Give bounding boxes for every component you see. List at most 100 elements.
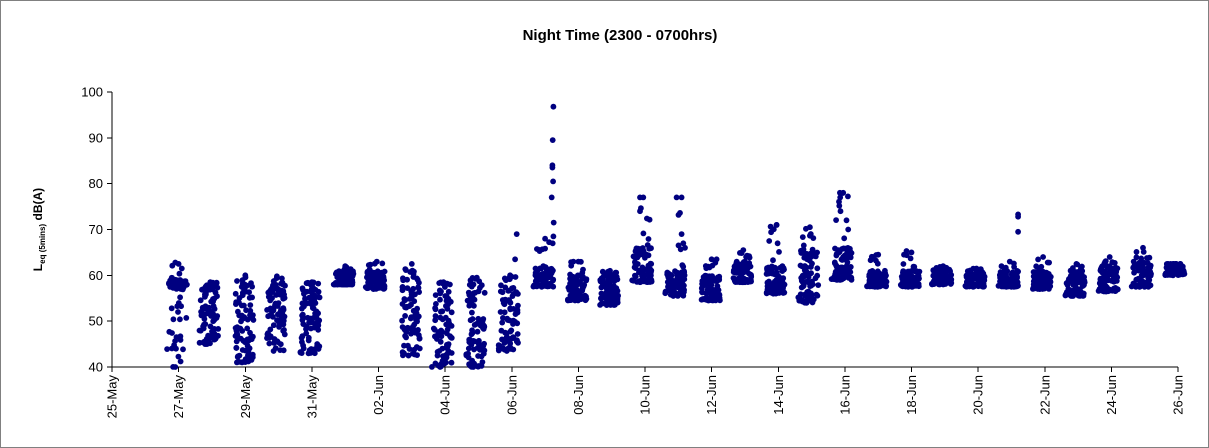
data-point [542, 235, 548, 242]
data-point [202, 291, 208, 298]
data-point [779, 263, 786, 270]
data-point [1015, 213, 1021, 220]
y-tick-label: 60 [89, 268, 103, 283]
data-point [646, 279, 653, 285]
data-point [300, 342, 306, 349]
data-point [668, 276, 674, 282]
data-point [401, 342, 407, 349]
data-point [572, 275, 579, 282]
data-point [507, 272, 513, 279]
y-ticks: 40 50 60 70 80 90 100 [81, 85, 112, 375]
data-point [613, 287, 620, 294]
data-point [703, 278, 709, 284]
data-point [799, 234, 806, 241]
data-point [900, 261, 907, 267]
data-point [869, 274, 876, 280]
data-point [471, 296, 478, 303]
data-point [432, 313, 439, 319]
data-point [507, 306, 514, 313]
data-point [204, 341, 210, 347]
data-point [405, 352, 412, 359]
data-point [435, 329, 442, 336]
x-tick-label: 25-May [105, 375, 120, 419]
data-point [1099, 269, 1106, 276]
data-point [274, 273, 280, 280]
data-point [167, 284, 174, 290]
data-point [1112, 277, 1119, 284]
data-point [1131, 263, 1137, 270]
data-point [774, 282, 781, 288]
data-point [246, 289, 253, 296]
data-point [746, 253, 752, 259]
data-point [800, 242, 807, 249]
x-tick-label: 31-May [304, 375, 319, 419]
data-point [169, 275, 176, 281]
data-point [277, 291, 283, 298]
data-point [632, 273, 639, 280]
data-point [366, 266, 373, 273]
x-tick-label: 02-Jun [371, 375, 386, 415]
data-point [639, 264, 646, 271]
data-point [1036, 286, 1043, 292]
data-point [503, 348, 510, 354]
data-point [808, 264, 814, 270]
data-point [432, 317, 439, 324]
data-point [432, 292, 439, 298]
data-point [233, 345, 240, 351]
data-point [1078, 264, 1084, 271]
data-point [530, 283, 537, 290]
data-point [313, 308, 320, 315]
data-point [745, 270, 752, 277]
data-point [796, 297, 803, 304]
data-point [466, 361, 472, 368]
data-point [812, 253, 819, 260]
data-point [233, 327, 240, 334]
x-tick-label: 22-Jun [1037, 375, 1052, 415]
data-point [801, 267, 808, 274]
x-tick-label: 16-Jun [837, 375, 852, 415]
data-point [208, 285, 215, 292]
data-point [614, 297, 621, 304]
data-point [415, 284, 422, 291]
data-point [362, 284, 369, 290]
data-point [549, 240, 556, 247]
y-tick-label: 80 [89, 176, 103, 191]
data-point [765, 288, 772, 295]
data-point [905, 283, 912, 290]
data-point [998, 263, 1005, 270]
data-point [481, 347, 488, 354]
data-point [433, 301, 439, 307]
data-point [302, 295, 308, 302]
data-point [776, 249, 782, 255]
data-point [499, 289, 506, 296]
data-point [174, 303, 181, 310]
data-point [678, 194, 685, 201]
data-point [837, 277, 843, 283]
data-point [1146, 254, 1153, 261]
data-point [481, 340, 487, 347]
data-point [244, 325, 251, 332]
data-point [401, 350, 407, 357]
data-point [809, 281, 816, 288]
data-point [977, 283, 984, 289]
data-point [1176, 271, 1183, 278]
data-point [166, 328, 173, 335]
data-point [933, 265, 940, 271]
x-tick-label: 04-Jun [438, 375, 453, 415]
data-point [570, 258, 577, 265]
data-point [631, 254, 638, 261]
data-point [598, 295, 604, 302]
data-point [411, 351, 418, 358]
data-point [763, 271, 770, 277]
data-point [443, 354, 450, 361]
x-tick-label: 24-Jun [1104, 375, 1119, 415]
data-point [281, 313, 288, 320]
y-axis-label-text: Leq (5mins) dB(A) [31, 188, 47, 271]
data-point [249, 294, 256, 301]
data-point [349, 273, 356, 279]
data-point [305, 337, 312, 344]
data-point [645, 236, 652, 242]
data-point [469, 309, 475, 316]
data-point [631, 264, 638, 271]
data-point [206, 304, 212, 311]
